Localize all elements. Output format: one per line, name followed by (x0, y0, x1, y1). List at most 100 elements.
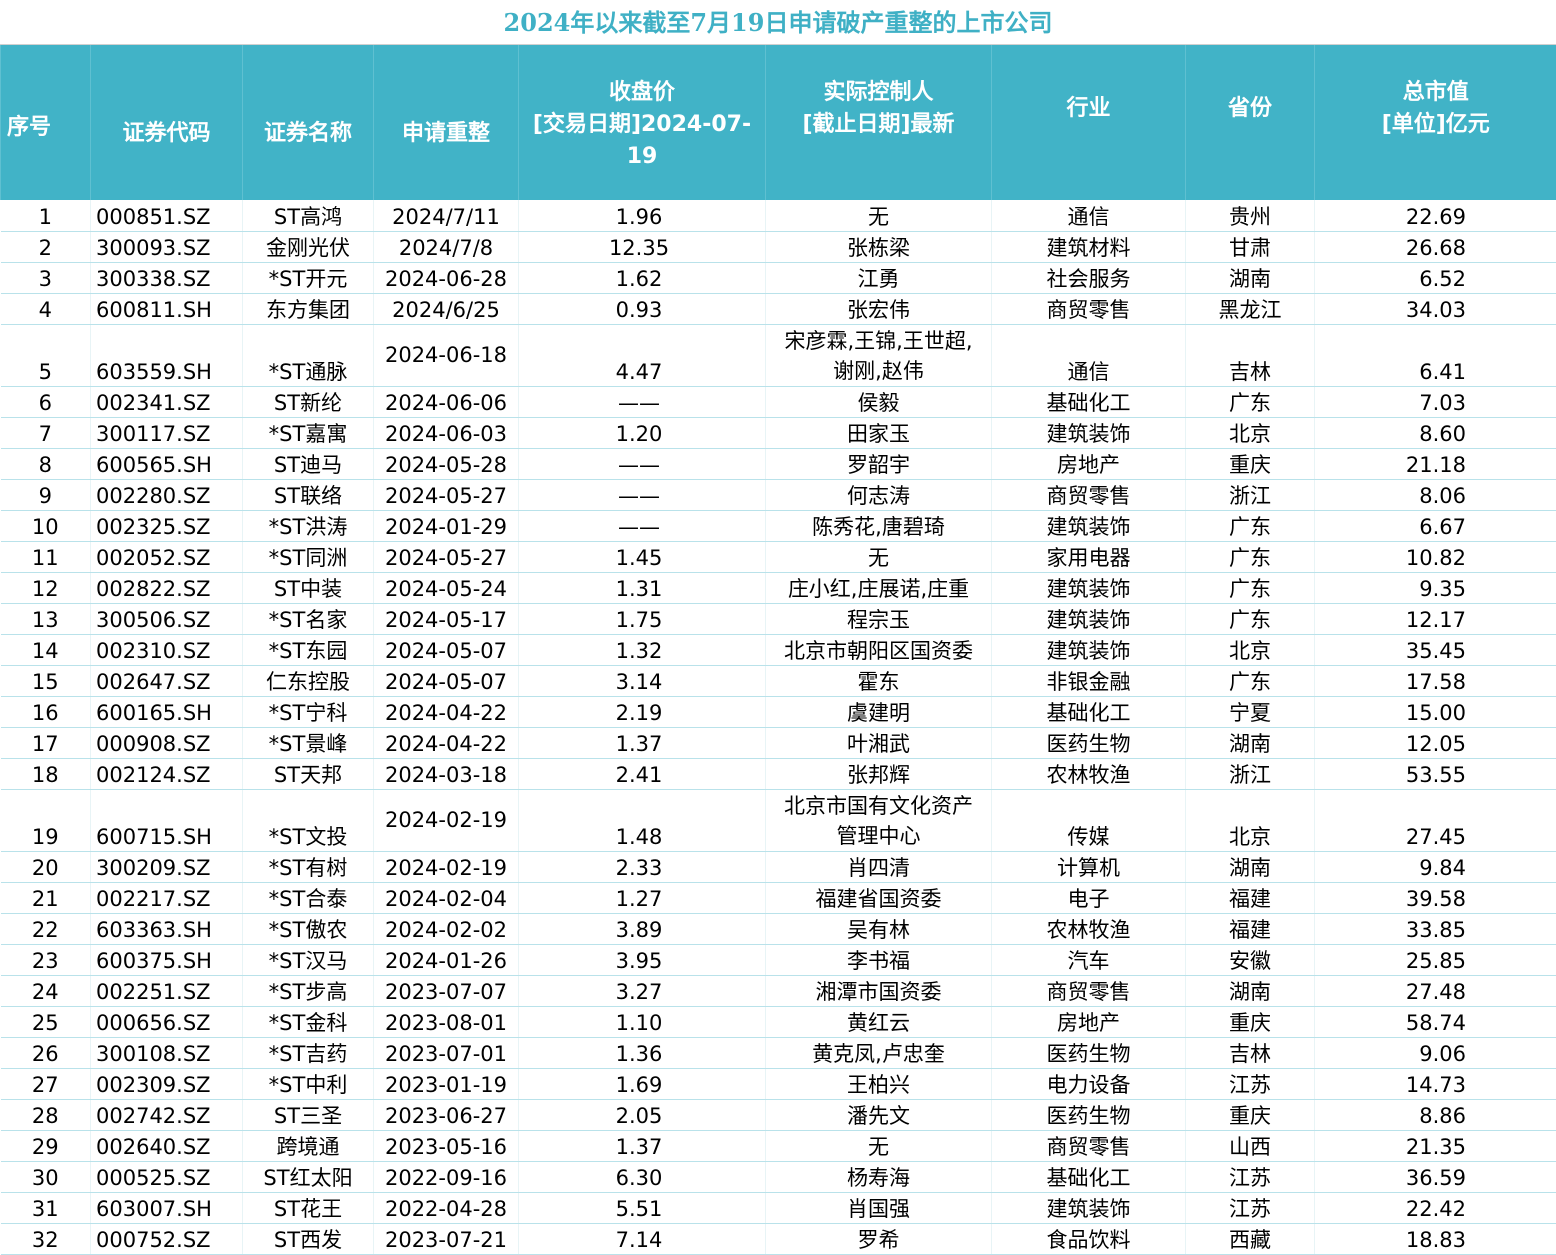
header-apply-date: 申请重整 (374, 45, 519, 200)
cell-market-cap: 33.85 (1315, 913, 1556, 944)
cell-name: ST迪马 (243, 448, 374, 479)
cell-code: 002640.SZ (91, 1130, 243, 1161)
cell-code: 002309.SZ (91, 1068, 243, 1099)
cell-apply-date: 2024-05-07 (374, 665, 519, 696)
cell-controller: 江勇 (766, 262, 992, 293)
cell-index: 15 (1, 665, 91, 696)
cell-apply-date: 2024-02-19 (374, 789, 519, 851)
cell-province: 浙江 (1186, 758, 1315, 789)
cell-apply-date: 2024-02-19 (374, 851, 519, 882)
cell-code: 002341.SZ (91, 386, 243, 417)
cell-close-price: 1.62 (519, 262, 766, 293)
cell-code: 002742.SZ (91, 1099, 243, 1130)
cell-code: 300108.SZ (91, 1037, 243, 1068)
cell-industry: 商贸零售 (992, 293, 1186, 324)
cell-apply-date: 2024-06-18 (374, 324, 519, 386)
cell-industry: 医药生物 (992, 1099, 1186, 1130)
cell-province: 重庆 (1186, 1006, 1315, 1037)
cell-index: 24 (1, 975, 91, 1006)
cell-industry: 医药生物 (992, 1037, 1186, 1068)
cell-apply-date: 2024-06-28 (374, 262, 519, 293)
cell-apply-date: 2024/7/11 (374, 200, 519, 231)
cell-index: 10 (1, 510, 91, 541)
cell-apply-date: 2023-06-27 (374, 1099, 519, 1130)
cell-controller: 虞建明 (766, 696, 992, 727)
cell-close-price: 1.75 (519, 603, 766, 634)
cell-province: 北京 (1186, 417, 1315, 448)
cell-controller: 福建省国资委 (766, 882, 992, 913)
cell-industry: 建筑装饰 (992, 417, 1186, 448)
cell-name: *ST开元 (243, 262, 374, 293)
header-name: 证券名称 (243, 45, 374, 200)
cell-apply-date: 2023-07-07 (374, 975, 519, 1006)
cell-province: 浙江 (1186, 479, 1315, 510)
cell-controller: 张栋梁 (766, 231, 992, 262)
cell-code: 600811.SH (91, 293, 243, 324)
cell-index: 2 (1, 231, 91, 262)
cell-name: 金刚光伏 (243, 231, 374, 262)
cell-province: 广东 (1186, 386, 1315, 417)
cell-index: 18 (1, 758, 91, 789)
cell-industry: 建筑材料 (992, 231, 1186, 262)
cell-index: 21 (1, 882, 91, 913)
cell-apply-date: 2024/7/8 (374, 231, 519, 262)
cell-apply-date: 2023-01-19 (374, 1068, 519, 1099)
cell-industry: 家用电器 (992, 541, 1186, 572)
cell-controller: 罗韶宇 (766, 448, 992, 479)
cell-name: ST新纶 (243, 386, 374, 417)
cell-index: 1 (1, 200, 91, 231)
cell-province: 吉林 (1186, 324, 1315, 386)
cell-close-price: 0.93 (519, 293, 766, 324)
cell-industry: 房地产 (992, 1006, 1186, 1037)
cell-name: *ST洪涛 (243, 510, 374, 541)
cell-apply-date: 2022-09-16 (374, 1161, 519, 1192)
cell-name: 跨境通 (243, 1130, 374, 1161)
cell-apply-date: 2023-07-01 (374, 1037, 519, 1068)
header-industry: 行业 (992, 45, 1186, 200)
cell-province: 福建 (1186, 882, 1315, 913)
cell-code: 600165.SH (91, 696, 243, 727)
cell-name: ST三圣 (243, 1099, 374, 1130)
cell-market-cap: 9.84 (1315, 851, 1556, 882)
cell-index: 5 (1, 324, 91, 386)
cell-close-price: 1.96 (519, 200, 766, 231)
cell-close-price: 1.37 (519, 1130, 766, 1161)
header-row: 序号 证券代码 证券名称 申请重整 收盘价 [交易日期]2024-07-19 实… (1, 45, 1556, 200)
cell-market-cap: 12.05 (1315, 727, 1556, 758)
cell-close-price: 2.19 (519, 696, 766, 727)
cell-controller: 无 (766, 1130, 992, 1161)
cell-close-price: 1.20 (519, 417, 766, 448)
cell-index: 22 (1, 913, 91, 944)
cell-index: 27 (1, 1068, 91, 1099)
cell-close-price: 1.45 (519, 541, 766, 572)
cell-close-price: 2.41 (519, 758, 766, 789)
cell-industry: 非银金融 (992, 665, 1186, 696)
cell-market-cap: 25.85 (1315, 944, 1556, 975)
cell-close-price: 4.47 (519, 324, 766, 386)
cell-market-cap: 14.73 (1315, 1068, 1556, 1099)
cell-controller: 北京市朝阳区国资委 (766, 634, 992, 665)
cell-market-cap: 27.45 (1315, 789, 1556, 851)
cell-apply-date: 2024-01-29 (374, 510, 519, 541)
cell-market-cap: 10.82 (1315, 541, 1556, 572)
cell-code: 002310.SZ (91, 634, 243, 665)
cell-apply-date: 2024-04-22 (374, 727, 519, 758)
cell-code: 300209.SZ (91, 851, 243, 882)
cell-close-price: 6.30 (519, 1161, 766, 1192)
cell-name: *ST同洲 (243, 541, 374, 572)
header-province: 省份 (1186, 45, 1315, 200)
cell-apply-date: 2024/6/25 (374, 293, 519, 324)
cell-close-price: —— (519, 448, 766, 479)
cell-industry: 建筑装饰 (992, 1192, 1186, 1223)
